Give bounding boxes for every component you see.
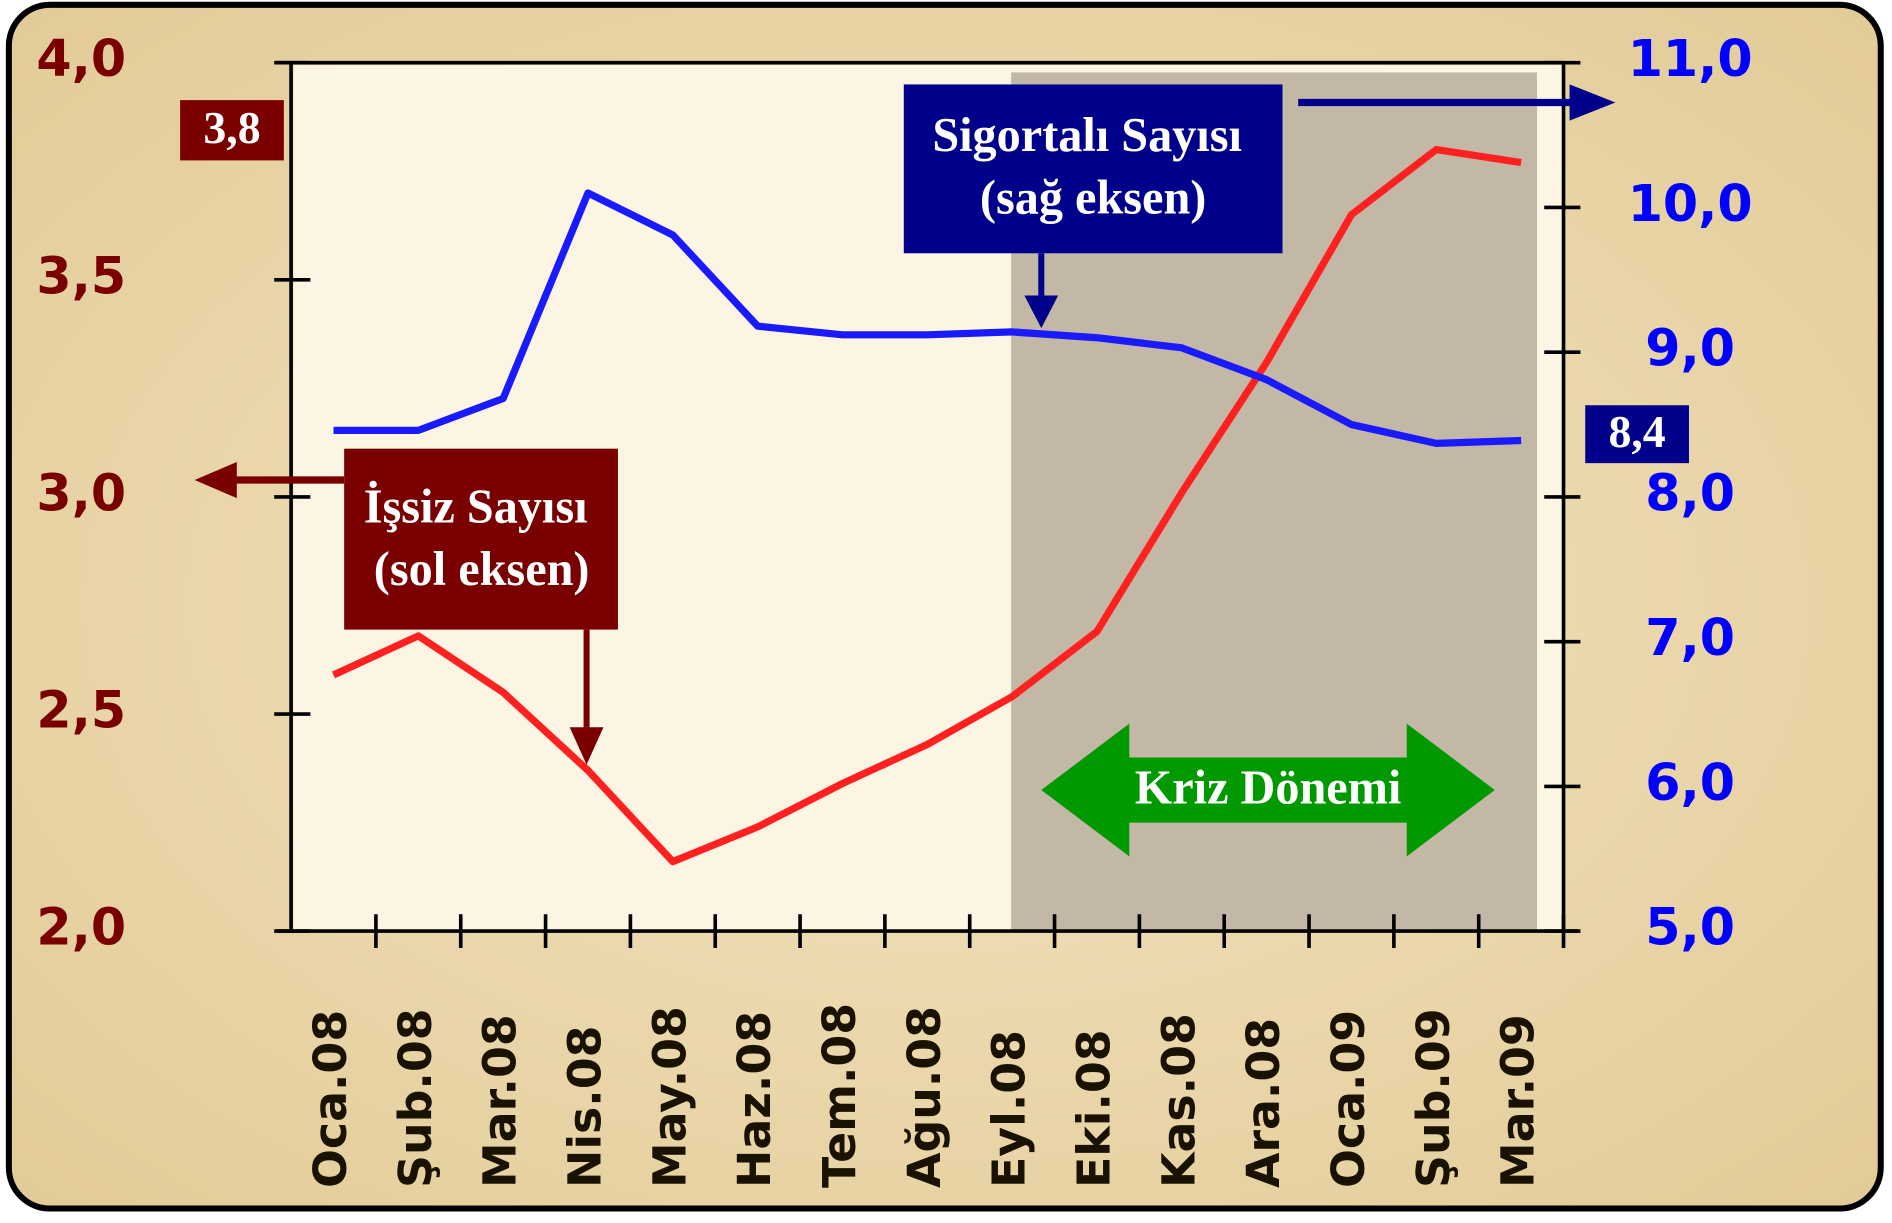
callout-box [344, 448, 618, 630]
x-tick-label: Mar.09 [1491, 1014, 1545, 1188]
y-tick-label: 2,5 [36, 681, 126, 740]
y-tick-label: 2,0 [36, 898, 126, 957]
annotation: 8,4 [1608, 406, 1665, 457]
y2-tick-label: 7,0 [1645, 608, 1735, 667]
y2-tick-label: 10,0 [1628, 174, 1753, 233]
y-tick-label: 4,0 [36, 29, 126, 88]
series-line [331, 145, 1522, 866]
axes: 2,0 2,5 3,0 3,5 4,0 5,0 6,0 7,0 8,0 9,0 10,0 11,0 Oc… [36, 29, 1752, 1188]
annotation: (sol eksen) [374, 543, 590, 596]
lines [331, 145, 1522, 866]
arrow-head [194, 461, 237, 499]
y-tick-label: 3,0 [36, 463, 126, 522]
x-tick-label: Mar.08 [473, 1014, 527, 1188]
x-tick-label: Tem.08 [812, 1003, 866, 1188]
x-tick-label: Şub.09 [1406, 1008, 1460, 1188]
x-tick-label: Ağu.08 [897, 1006, 951, 1188]
x-tick-label: Ara.08 [1236, 1018, 1290, 1188]
double-arrow [1041, 723, 1495, 857]
value-box [1585, 405, 1689, 464]
arrow-head [1024, 295, 1059, 329]
y2-tick-label: 6,0 [1645, 753, 1735, 812]
series-line [333, 189, 1522, 447]
y2-tick-label: 8,0 [1645, 463, 1735, 522]
annotation: Sigortalı Sayısı [932, 109, 1242, 162]
x-tick-label: Eki.08 [1066, 1029, 1120, 1188]
x-tick-label: Oca.09 [1321, 1010, 1375, 1188]
callout-box [903, 84, 1283, 254]
annotation: (sağ eksen) [980, 172, 1206, 225]
y-tick-label: 3,5 [36, 246, 126, 305]
value-box [180, 100, 284, 161]
arrow-head [1569, 84, 1616, 121]
x-tick-label: Oca.08 [303, 1010, 357, 1188]
x-tick-label: May.08 [642, 1006, 696, 1188]
x-tick-label: Eyl.08 [982, 1030, 1036, 1188]
arrow-head [569, 727, 604, 765]
x-tick-label: Kas.08 [1151, 1013, 1205, 1188]
annotation: İşsiz Sayısı [364, 480, 588, 533]
x-tick-label: Haz.08 [727, 1011, 781, 1188]
y2-tick-label: 11,0 [1628, 29, 1753, 88]
annotation: 3,8 [203, 102, 260, 153]
y2-tick-label: 9,0 [1645, 319, 1735, 378]
x-tick-label: Nis.08 [557, 1025, 611, 1188]
annotation: Kriz Dönemi [1135, 761, 1402, 814]
x-tick-label: Şub.08 [388, 1008, 442, 1188]
y2-tick-label: 5,0 [1645, 898, 1735, 957]
